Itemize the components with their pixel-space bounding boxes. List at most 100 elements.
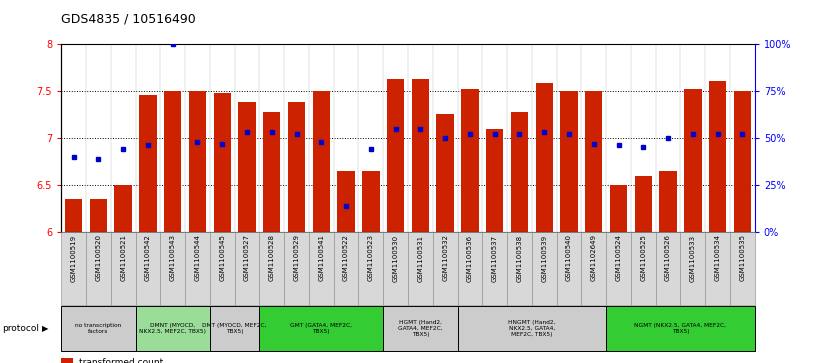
- Bar: [387, 79, 404, 232]
- Bar: [185, 232, 210, 305]
- Bar: [86, 232, 111, 305]
- Text: GSM1100521: GSM1100521: [120, 234, 126, 281]
- Bar: [582, 232, 606, 305]
- Text: GSM1100532: GSM1100532: [442, 234, 448, 281]
- Text: GSM1100535: GSM1100535: [739, 234, 745, 281]
- Bar: [259, 232, 284, 305]
- Bar: [384, 306, 458, 351]
- Text: protocol: protocol: [2, 324, 38, 333]
- Text: GSM1100524: GSM1100524: [615, 234, 622, 281]
- Text: HNGMT (Hand2,
NKX2.5, GATA4,
MEF2C, TBX5): HNGMT (Hand2, NKX2.5, GATA4, MEF2C, TBX5…: [508, 320, 556, 337]
- Bar: [288, 102, 305, 232]
- Bar: [709, 81, 726, 232]
- Text: GSM1100537: GSM1100537: [492, 234, 498, 282]
- Bar: [61, 306, 135, 351]
- Bar: [334, 232, 358, 305]
- Bar: [337, 171, 355, 232]
- Bar: [535, 83, 553, 232]
- Bar: [284, 232, 309, 305]
- Bar: [313, 91, 330, 232]
- Text: transformed count: transformed count: [79, 358, 163, 363]
- Bar: [656, 232, 681, 305]
- Text: GSM1100538: GSM1100538: [517, 234, 522, 282]
- Bar: [659, 171, 676, 232]
- Text: GSM1100533: GSM1100533: [690, 234, 696, 282]
- Text: GSM1100536: GSM1100536: [467, 234, 473, 282]
- Bar: [210, 232, 235, 305]
- Text: GSM1100526: GSM1100526: [665, 234, 671, 281]
- Text: GMT (GATA4, MEF2C,
TBX5): GMT (GATA4, MEF2C, TBX5): [290, 323, 353, 334]
- Bar: [437, 114, 454, 232]
- Text: no transcription
factors: no transcription factors: [75, 323, 122, 334]
- Bar: [606, 232, 631, 305]
- Bar: [705, 232, 730, 305]
- Bar: [730, 232, 755, 305]
- Bar: [557, 232, 581, 305]
- Bar: [432, 232, 458, 305]
- Bar: [214, 93, 231, 232]
- Bar: [362, 171, 379, 232]
- Bar: [61, 232, 86, 305]
- Bar: [263, 113, 281, 232]
- Bar: [140, 95, 157, 232]
- Text: GDS4835 / 10516490: GDS4835 / 10516490: [61, 12, 196, 25]
- Bar: [532, 232, 557, 305]
- Text: DMNT (MYOCD,
NKX2.5, MEF2C, TBX5): DMNT (MYOCD, NKX2.5, MEF2C, TBX5): [140, 323, 206, 334]
- Bar: [486, 129, 503, 232]
- Bar: [412, 79, 429, 232]
- Bar: [461, 89, 479, 232]
- Text: HGMT (Hand2,
GATA4, MEF2C,
TBX5): HGMT (Hand2, GATA4, MEF2C, TBX5): [398, 320, 443, 337]
- Bar: [309, 232, 334, 305]
- Bar: [188, 91, 206, 232]
- Text: GSM1100523: GSM1100523: [368, 234, 374, 281]
- Bar: [135, 232, 160, 305]
- Text: GSM1100528: GSM1100528: [268, 234, 275, 281]
- Bar: [561, 91, 578, 232]
- Bar: [210, 306, 259, 351]
- Text: GSM1100540: GSM1100540: [566, 234, 572, 281]
- Text: GSM1100520: GSM1100520: [95, 234, 101, 281]
- Text: GSM1100519: GSM1100519: [71, 234, 77, 282]
- Bar: [384, 232, 408, 305]
- Text: GSM1100539: GSM1100539: [541, 234, 548, 282]
- Text: ▶: ▶: [42, 324, 49, 333]
- Bar: [408, 232, 432, 305]
- Bar: [114, 185, 132, 232]
- Bar: [164, 91, 181, 232]
- Bar: [259, 306, 384, 351]
- Bar: [160, 232, 185, 305]
- Bar: [681, 232, 705, 305]
- Text: GSM1100542: GSM1100542: [145, 234, 151, 281]
- Bar: [606, 306, 755, 351]
- Text: GSM1100543: GSM1100543: [170, 234, 175, 281]
- Text: DMT (MYOCD, MEF2C,
TBX5): DMT (MYOCD, MEF2C, TBX5): [202, 323, 267, 334]
- Bar: [135, 306, 210, 351]
- Bar: [65, 199, 82, 232]
- Bar: [482, 232, 507, 305]
- Bar: [585, 91, 602, 232]
- Text: GSM1100522: GSM1100522: [343, 234, 349, 281]
- Bar: [507, 232, 532, 305]
- Bar: [734, 91, 751, 232]
- Text: GSM1102649: GSM1102649: [591, 234, 596, 281]
- Bar: [458, 232, 482, 305]
- Bar: [111, 232, 135, 305]
- Bar: [511, 113, 528, 232]
- Text: GSM1100544: GSM1100544: [194, 234, 201, 281]
- Bar: [610, 185, 628, 232]
- Text: GSM1100527: GSM1100527: [244, 234, 250, 281]
- Bar: [635, 176, 652, 232]
- Text: GSM1100529: GSM1100529: [294, 234, 299, 281]
- Bar: [235, 232, 259, 305]
- Text: GSM1100545: GSM1100545: [220, 234, 225, 281]
- Bar: [458, 306, 606, 351]
- Bar: [684, 89, 702, 232]
- Bar: [358, 232, 384, 305]
- Text: GSM1100530: GSM1100530: [392, 234, 398, 282]
- Bar: [90, 199, 107, 232]
- Text: GSM1100531: GSM1100531: [418, 234, 424, 282]
- Bar: [238, 102, 255, 232]
- Bar: [61, 358, 73, 363]
- Text: GSM1100525: GSM1100525: [641, 234, 646, 281]
- Bar: [631, 232, 656, 305]
